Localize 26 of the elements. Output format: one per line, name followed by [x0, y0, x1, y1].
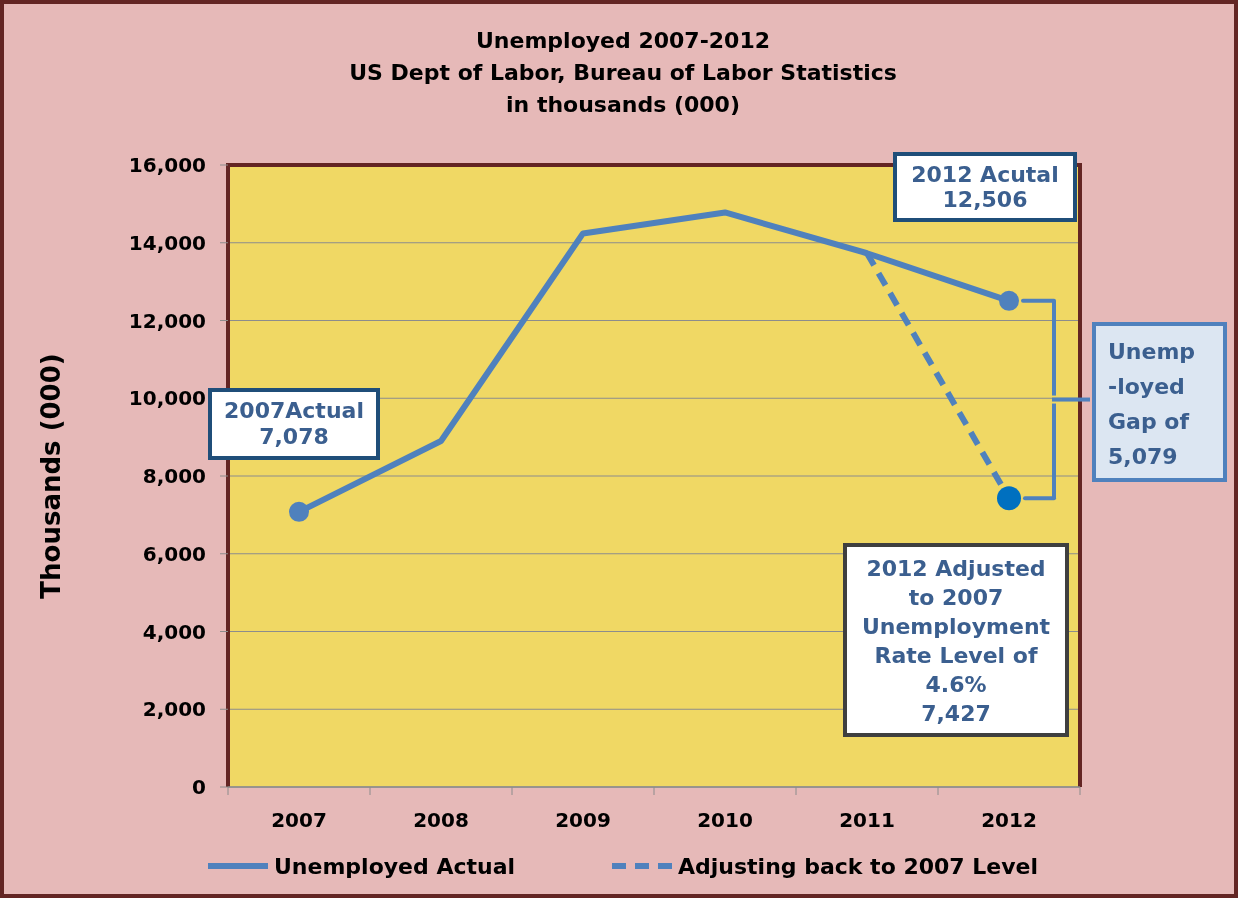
y-axis-title: Thousands (000): [36, 353, 66, 599]
y-tick-label: 2,000: [142, 697, 206, 722]
annotation: 2012 Adjusted to 2007 Unemployment Rate Level of 4.6% 7,427: [861, 555, 1051, 726]
y-tick-label: 14,000: [128, 230, 206, 255]
y-tick-label: 16,000: [128, 153, 206, 177]
point: [997, 486, 1021, 511]
x-tick-label: 2012: [981, 808, 1037, 832]
text: Unemp -loyed Gap of 5,079: [1108, 339, 1196, 470]
y-tick-label: 10,000: [128, 386, 206, 411]
y-tick-label: 8,000: [142, 464, 206, 488]
point: [289, 501, 309, 522]
legend-label: Adjusting back to 2007 Level: [678, 853, 1039, 879]
y-tick-label: 0: [192, 775, 206, 799]
legend-label: Unemployed Actual: [274, 853, 516, 879]
chart-title: Unemployed 2007-2012 US Dept of Labor, Bureau of Labor Statistics in thousands (000): [349, 28, 897, 117]
annotation: 2012 Acutal 12,506: [911, 161, 1059, 212]
annotation: 2007Actual 7,078: [224, 398, 364, 450]
x-tick-label: 2008: [413, 808, 469, 832]
x-tick-label: 2010: [697, 808, 753, 832]
x-tick-label: 2011: [839, 808, 895, 832]
y-tick-label: 12,000: [128, 308, 206, 333]
x-tick-label: 2007: [271, 808, 327, 832]
x-tick-label: 2009: [555, 808, 611, 832]
y-tick-label: 4,000: [142, 619, 206, 644]
y-tick-label: 6,000: [142, 541, 206, 566]
point: [999, 290, 1019, 311]
